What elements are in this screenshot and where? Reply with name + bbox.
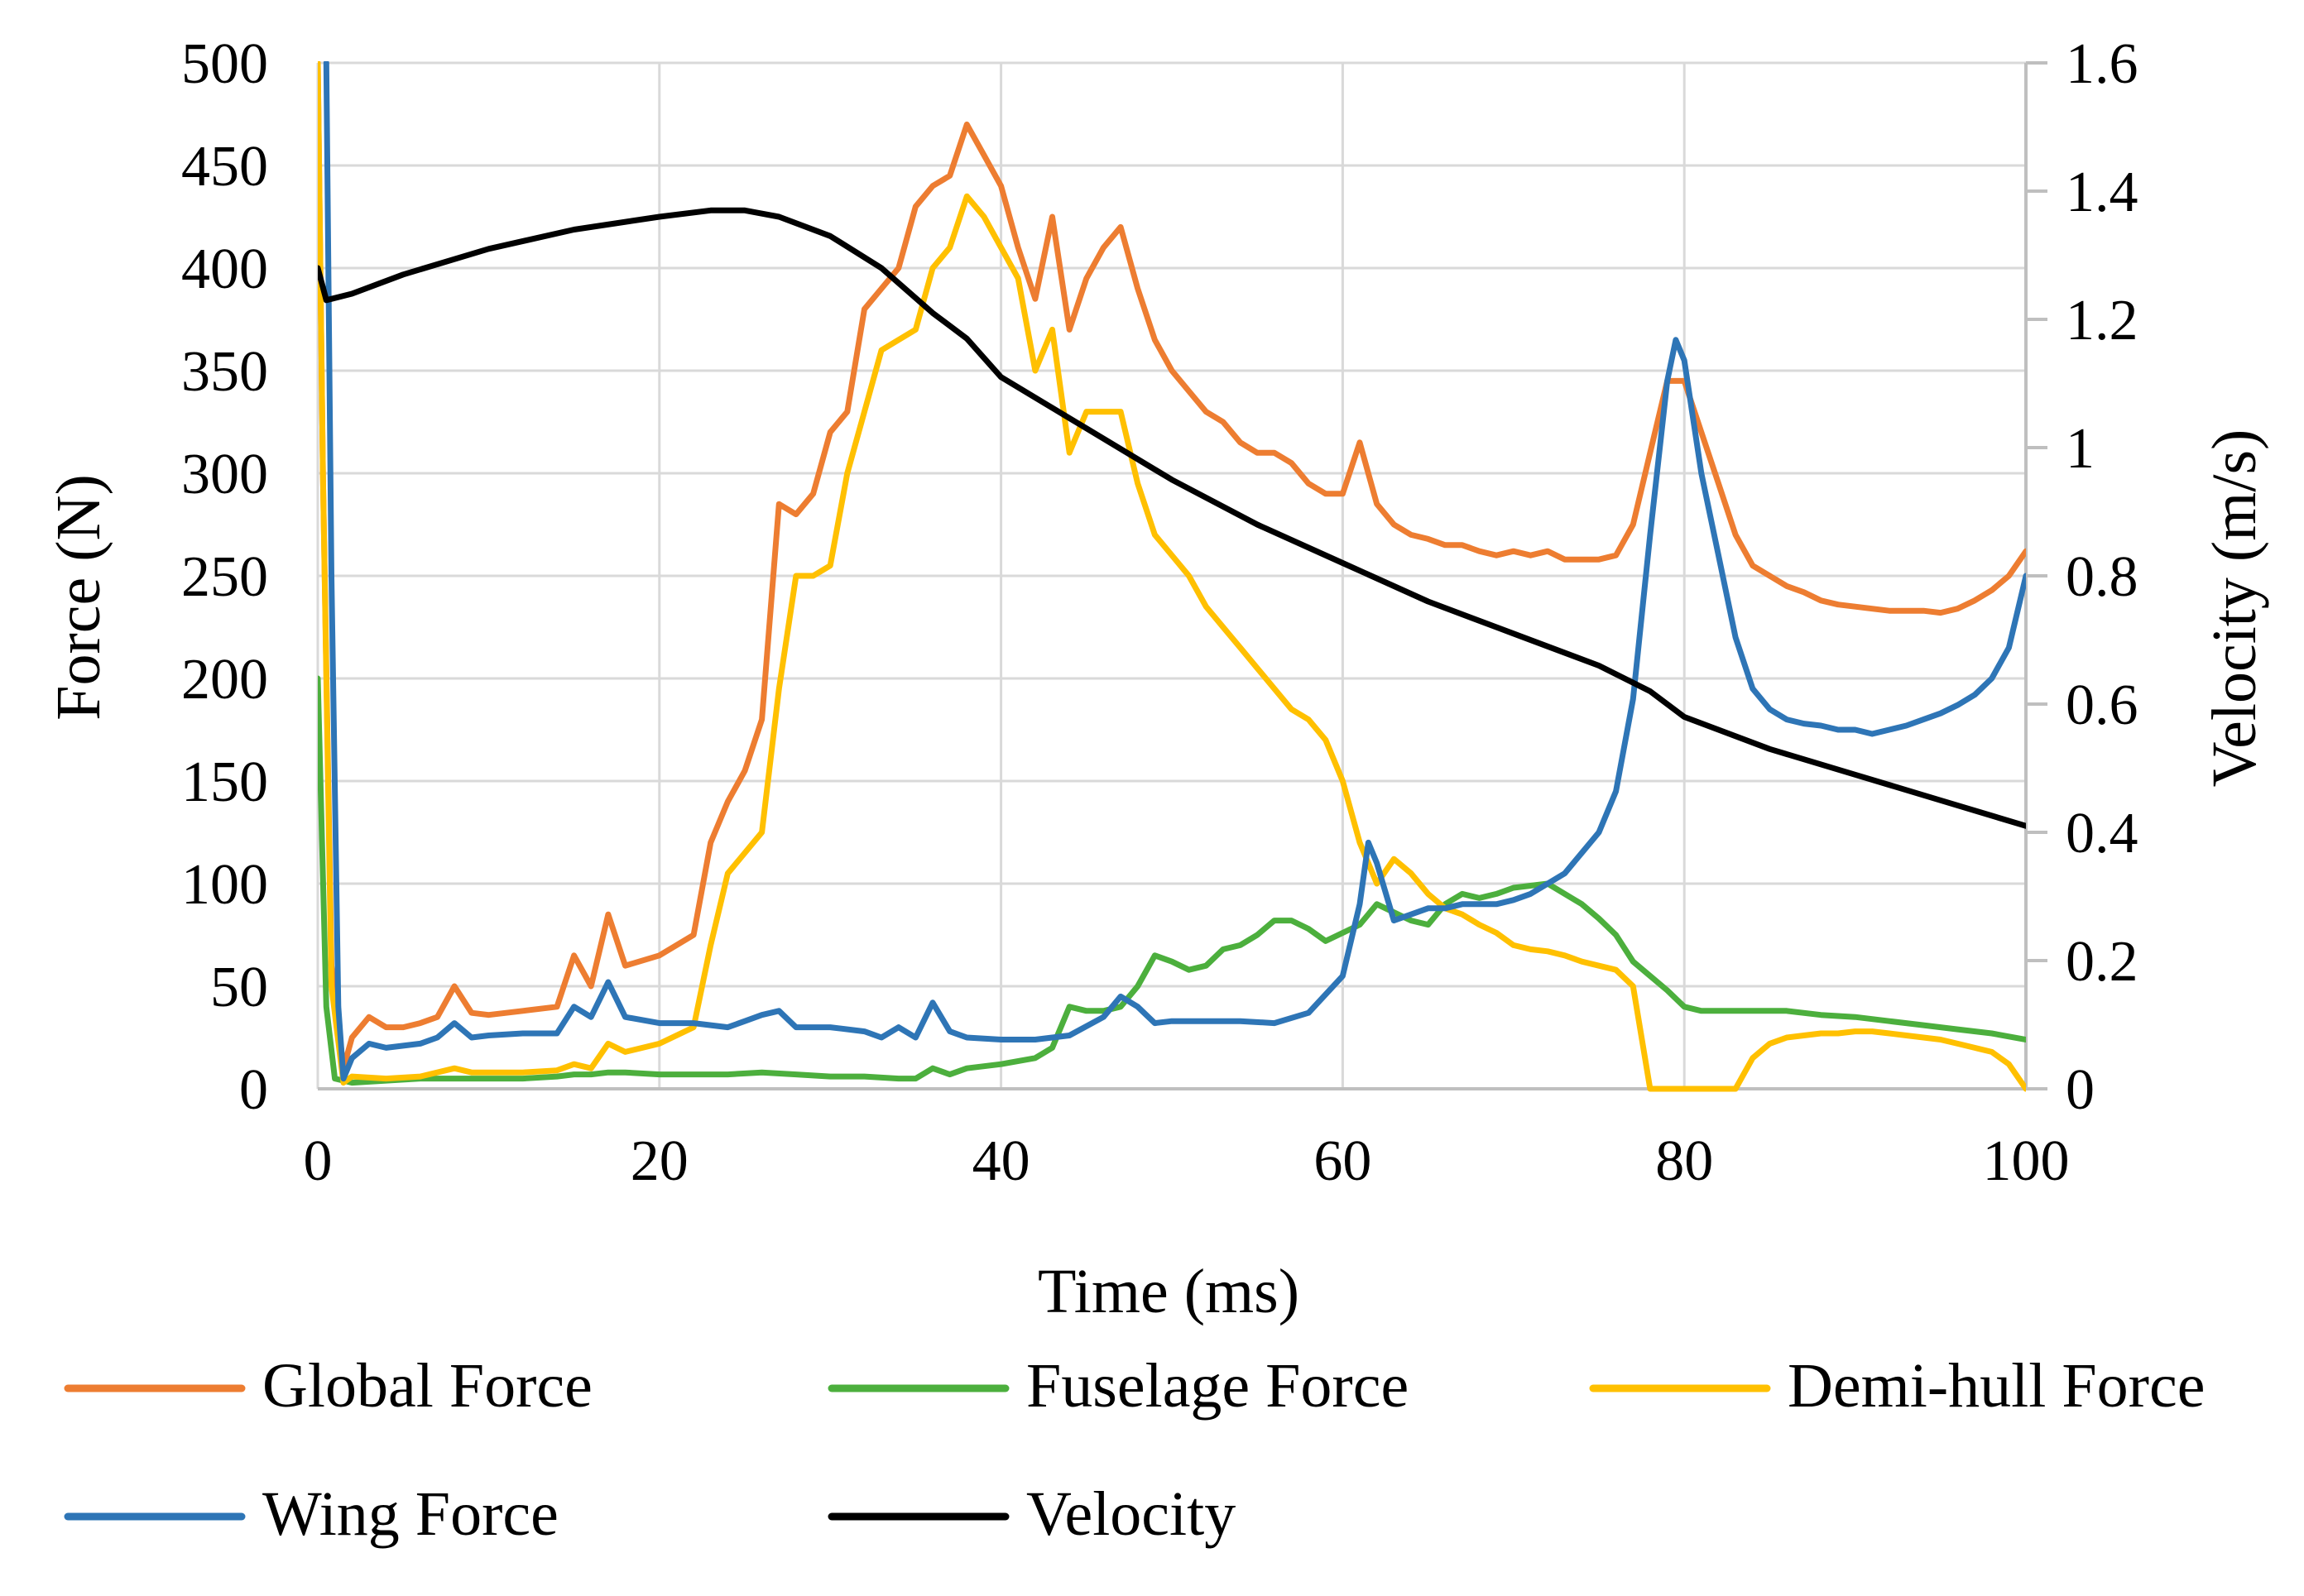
series-line-wing-force (323, 61, 2026, 1082)
legend-item-demi-hull-force: Demi-hull Force (1589, 1351, 2205, 1421)
legend-label: Demi-hull Force (1788, 1351, 2205, 1421)
y2-tick-label: 0.4 (2066, 802, 2138, 865)
y2-tick-label: 1.4 (2066, 161, 2138, 224)
y-axis-title: Force (N) (44, 474, 113, 721)
series-group (318, 61, 2026, 1092)
y2-tick-label: 1 (2066, 417, 2095, 481)
legend-item-velocity: Velocity (828, 1479, 1236, 1549)
x-tick-label: 60 (1313, 1129, 1371, 1193)
y2-tick-label: 0.2 (2066, 930, 2138, 994)
legend-label: Velocity (1026, 1479, 1236, 1549)
y-tick-label: 400 (181, 237, 268, 301)
y-tick-label: 500 (181, 32, 268, 96)
series-line-demi-hull-force (318, 61, 2026, 1092)
legend-label: Fuselage Force (1026, 1351, 1409, 1421)
y-tick-label: 450 (181, 135, 268, 199)
x-tick-label: 100 (1983, 1129, 2070, 1193)
legend-item-wing-force: Wing Force (64, 1479, 559, 1549)
y2-tick-label: 0 (2066, 1058, 2095, 1122)
y2-tick-label: 0.6 (2066, 673, 2138, 737)
x-axis-title: Time (ms) (1038, 1257, 1299, 1326)
y2-tick-label: 0.8 (2066, 545, 2138, 609)
y-tick-label: 150 (181, 750, 268, 814)
y-tick-label: 100 (181, 853, 268, 917)
y2-axis-title: Velocity (m/s) (2200, 429, 2269, 788)
y-tick-label: 350 (181, 340, 268, 404)
x-tick-label: 80 (1655, 1129, 1713, 1193)
x-tick-label: 0 (304, 1129, 333, 1193)
y-tick-label: 250 (181, 545, 268, 609)
series-line-fuselage-force (318, 675, 2026, 1086)
legend-label: Wing Force (262, 1479, 559, 1549)
legend-item-global-force: Global Force (64, 1351, 593, 1421)
legend-label: Global Force (262, 1351, 593, 1421)
series-line-global-force (318, 61, 2026, 1071)
y-tick-label: 300 (181, 443, 268, 506)
x-tick-label: 20 (631, 1129, 689, 1193)
y2-tick-label: 1.6 (2066, 32, 2138, 96)
legend-item-fuselage-force: Fuselage Force (828, 1351, 1409, 1421)
axes: 0 50 100 150 200 250 300 350 400 450 500 0 20 40 60 80 1… (181, 32, 2138, 1193)
x-tick-label: 40 (972, 1129, 1030, 1193)
series-line-velocity (318, 207, 2026, 829)
legend: Global Force Fuselage Force Demi-hull Forc… (64, 1351, 2205, 1549)
y-tick-label: 200 (181, 648, 268, 712)
y2-tick-label: 1.2 (2066, 289, 2138, 352)
y-tick-label: 0 (239, 1058, 268, 1122)
y-tick-label: 50 (210, 956, 268, 1019)
